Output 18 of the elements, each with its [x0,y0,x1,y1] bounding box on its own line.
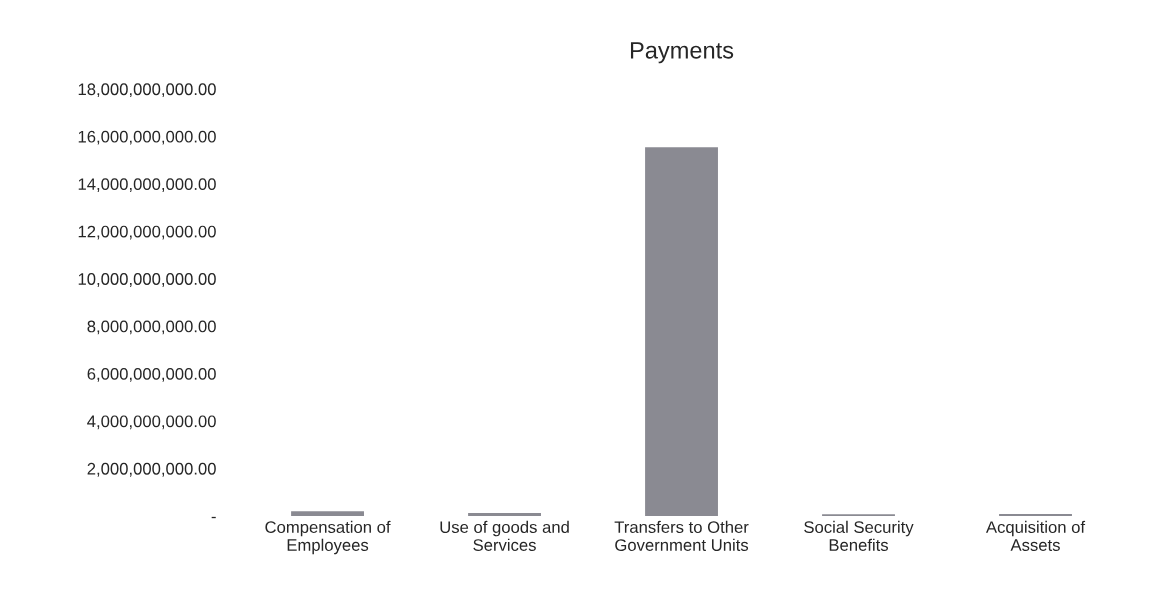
y-tick-label: 6,000,000,000.00 [87,367,216,382]
y-tick-label: 18,000,000,000.00 [78,83,216,98]
y-tick-label: 8,000,000,000.00 [87,320,216,335]
chart-title: Payments [630,42,734,64]
y-tick-label: 12,000,000,000.00 [78,225,216,240]
x-tick-label: Compensation of Employees [265,520,391,555]
y-tick-label: 16,000,000,000.00 [78,130,216,145]
bar [645,147,718,516]
y-tick-label: 4,000,000,000.00 [87,415,216,430]
y-tick-label: 2,000,000,000.00 [87,462,216,477]
bar [291,511,364,516]
x-tick-label: Transfers to Other Government Units [614,520,749,551]
y-tick-label: 14,000,000,000.00 [78,178,216,192]
x-tick-label: Social Security Benefits [804,520,914,551]
x-tick-label: Use of goods and Services [440,520,569,551]
x-tick-label: Acquisition of Assets [985,520,1086,551]
y-tick-label: - [211,516,216,519]
y-tick-label: 10,000,000,000.00 [78,273,216,287]
